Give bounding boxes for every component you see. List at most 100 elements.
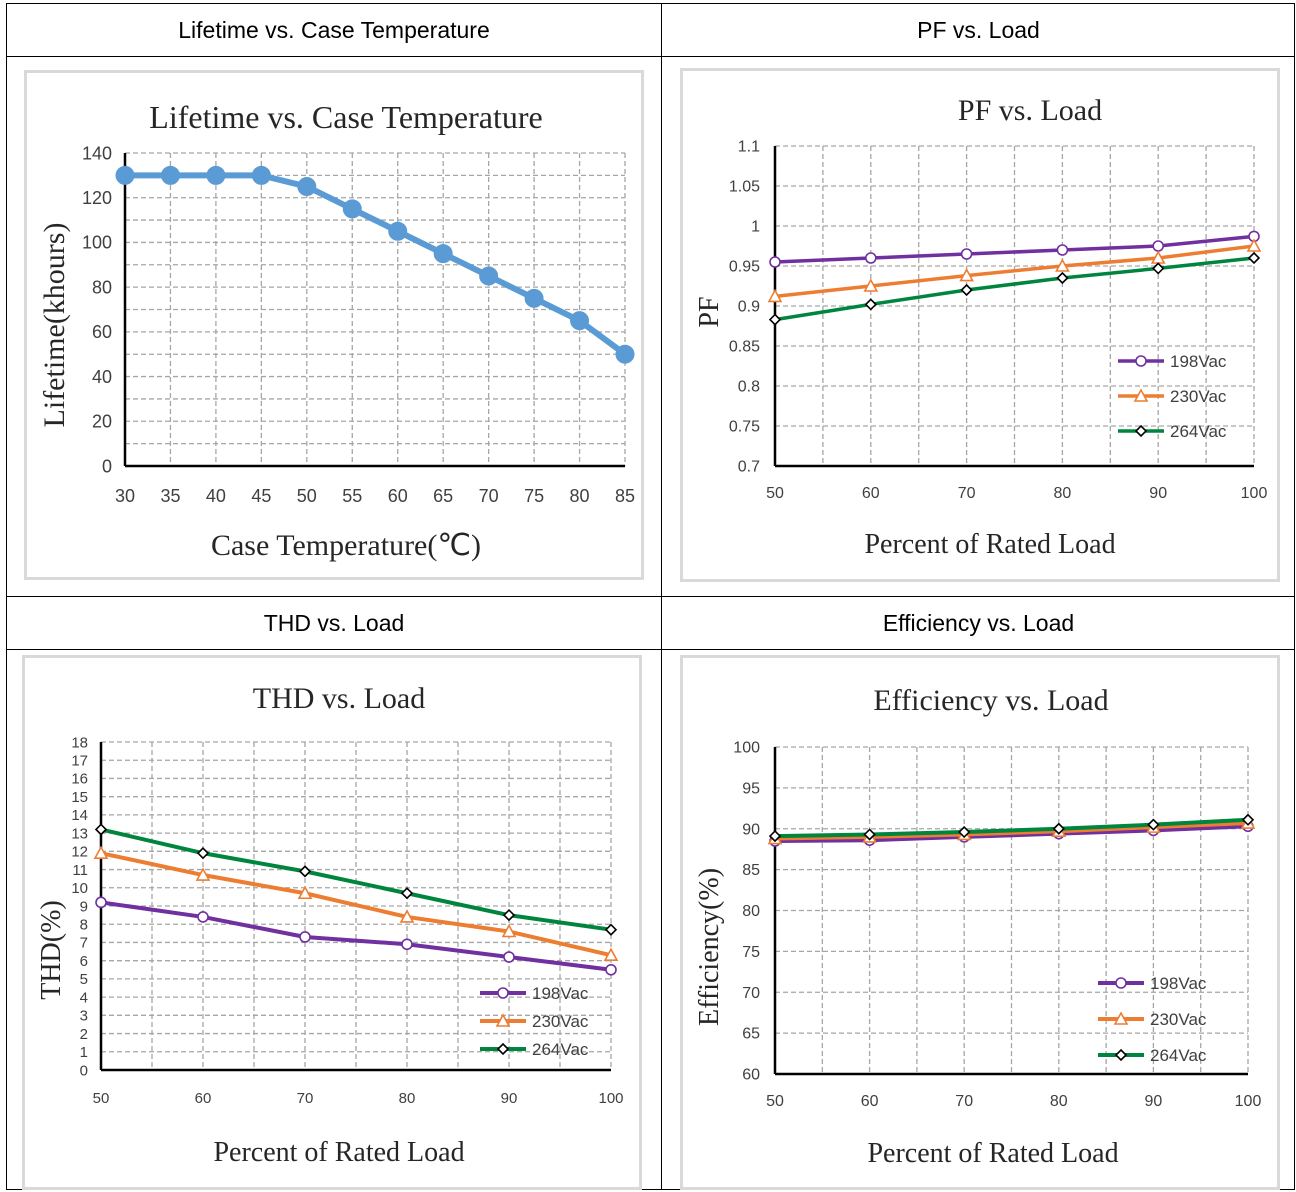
- data-point: [1246, 238, 1262, 252]
- legend-item: 264Vac: [480, 1040, 589, 1059]
- legend-label: 230Vac: [1150, 1010, 1207, 1029]
- series-264Vac: [94, 823, 618, 936]
- y-tick-label: 60: [742, 1067, 760, 1084]
- series-line: [100, 827, 612, 932]
- row-divider: [7, 56, 1294, 57]
- legend-label: 264Vac: [1150, 1046, 1207, 1065]
- y-tick-label: 85: [742, 862, 760, 879]
- x-tick-label: 50: [766, 1093, 784, 1110]
- legend-item: 198Vac: [480, 984, 589, 1003]
- x-tick-label: 75: [524, 486, 544, 506]
- x-tick-label: 55: [342, 486, 362, 506]
- y-tick-label: 120: [82, 188, 112, 208]
- x-tick-label: 80: [570, 486, 590, 506]
- x-axis-label: Percent of Rated Load: [867, 1138, 1118, 1169]
- series-line: [774, 824, 1249, 844]
- y-tick-label: 0.75: [729, 419, 760, 436]
- data-point: [251, 165, 271, 185]
- data-point: [195, 867, 211, 881]
- data-point: [95, 896, 107, 909]
- y-tick-label: 18: [71, 734, 88, 751]
- legend-swatch-marker: [497, 987, 509, 999]
- chart-title: Efficiency vs. Load: [873, 684, 1108, 717]
- y-tick-label: 4: [80, 989, 88, 1006]
- data-point: [570, 311, 590, 331]
- series-264Vac: [768, 813, 1255, 843]
- data-point: [297, 177, 317, 197]
- data-point: [388, 221, 408, 241]
- series-line: [774, 821, 1249, 841]
- chart-title: PF vs. Load: [958, 94, 1102, 127]
- y-tick-label: 65: [742, 1026, 760, 1043]
- x-tick-label: 90: [501, 1090, 518, 1107]
- cell-title-thd: THD vs. Load: [263, 610, 405, 636]
- x-tick-label: 70: [479, 486, 499, 506]
- data-point: [298, 865, 312, 878]
- pf-chart-panel: [680, 68, 1280, 582]
- y-tick-label: 11: [72, 862, 88, 879]
- data-point: [768, 829, 782, 843]
- data-point: [960, 283, 973, 297]
- x-tick-label: 60: [195, 1090, 212, 1107]
- series-230Vac: [767, 238, 1262, 303]
- x-tick-label: 100: [598, 1090, 623, 1107]
- y-tick-label: 1.05: [729, 179, 760, 196]
- legend-item: 230Vac: [1098, 1010, 1207, 1029]
- y-tick-label: 8: [80, 916, 88, 933]
- data-point: [501, 923, 517, 938]
- data-point: [1152, 262, 1165, 275]
- data-point: [299, 931, 311, 943]
- x-tick-label: 35: [160, 486, 180, 506]
- series-264Vac: [768, 251, 1261, 326]
- y-tick-label: 10: [71, 880, 88, 897]
- x-tick-label: 90: [1145, 1093, 1163, 1110]
- data-point: [160, 165, 180, 185]
- data-point: [1052, 822, 1065, 835]
- x-tick-label: 50: [297, 486, 317, 506]
- efficiency-chart-panel: [680, 655, 1280, 1190]
- data-point: [960, 248, 973, 260]
- y-tick-label: 2: [80, 1026, 88, 1043]
- legend-label: 230Vac: [1170, 387, 1227, 406]
- legend-label: 264Vac: [1170, 422, 1227, 441]
- legend-swatch-marker: [1115, 977, 1127, 989]
- data-point: [1152, 240, 1164, 252]
- data-point: [767, 288, 783, 303]
- y-tick-label: 75: [742, 944, 760, 961]
- y-tick-label: 1: [751, 219, 760, 236]
- legend-item: 230Vac: [1118, 387, 1227, 406]
- data-point: [1056, 271, 1069, 285]
- x-tick-label: 80: [1050, 1093, 1068, 1110]
- legend-label: 230Vac: [532, 1012, 589, 1031]
- y-tick-label: 0: [102, 456, 112, 476]
- data-point: [864, 298, 877, 311]
- y-tick-label: 0.7: [738, 459, 760, 476]
- x-tick-label: 60: [388, 486, 408, 506]
- y-tick-label: 20: [92, 412, 112, 432]
- y-tick-label: 95: [742, 780, 760, 797]
- lifetime-chart-panel: [24, 70, 644, 580]
- y-tick-label: 1: [80, 1044, 88, 1061]
- y-tick-label: 100: [733, 740, 760, 757]
- x-tick-label: 70: [955, 1093, 973, 1110]
- y-tick-label: 13: [71, 825, 88, 842]
- data-point: [433, 244, 453, 264]
- legend-item: 230Vac: [480, 1012, 589, 1031]
- y-tick-label: 17: [71, 752, 88, 769]
- y-axis-label: THD(%): [36, 900, 67, 1000]
- data-point: [479, 266, 499, 286]
- legend-item: 264Vac: [1098, 1046, 1207, 1065]
- data-point: [401, 938, 413, 951]
- data-point: [863, 828, 876, 841]
- x-tick-label: 100: [1235, 1093, 1262, 1110]
- legend-label: 198Vac: [532, 984, 589, 1003]
- y-tick-label: 16: [71, 771, 88, 788]
- thd-chart-panel: [22, 655, 642, 1190]
- x-tick-label: 30: [115, 486, 135, 506]
- legend-swatch-marker: [1114, 1048, 1128, 1062]
- legend-swatch-marker: [1113, 1011, 1129, 1025]
- x-tick-label: 60: [861, 1093, 879, 1110]
- y-axis-label: Lifetime(khours): [38, 223, 71, 428]
- data-point: [769, 256, 781, 268]
